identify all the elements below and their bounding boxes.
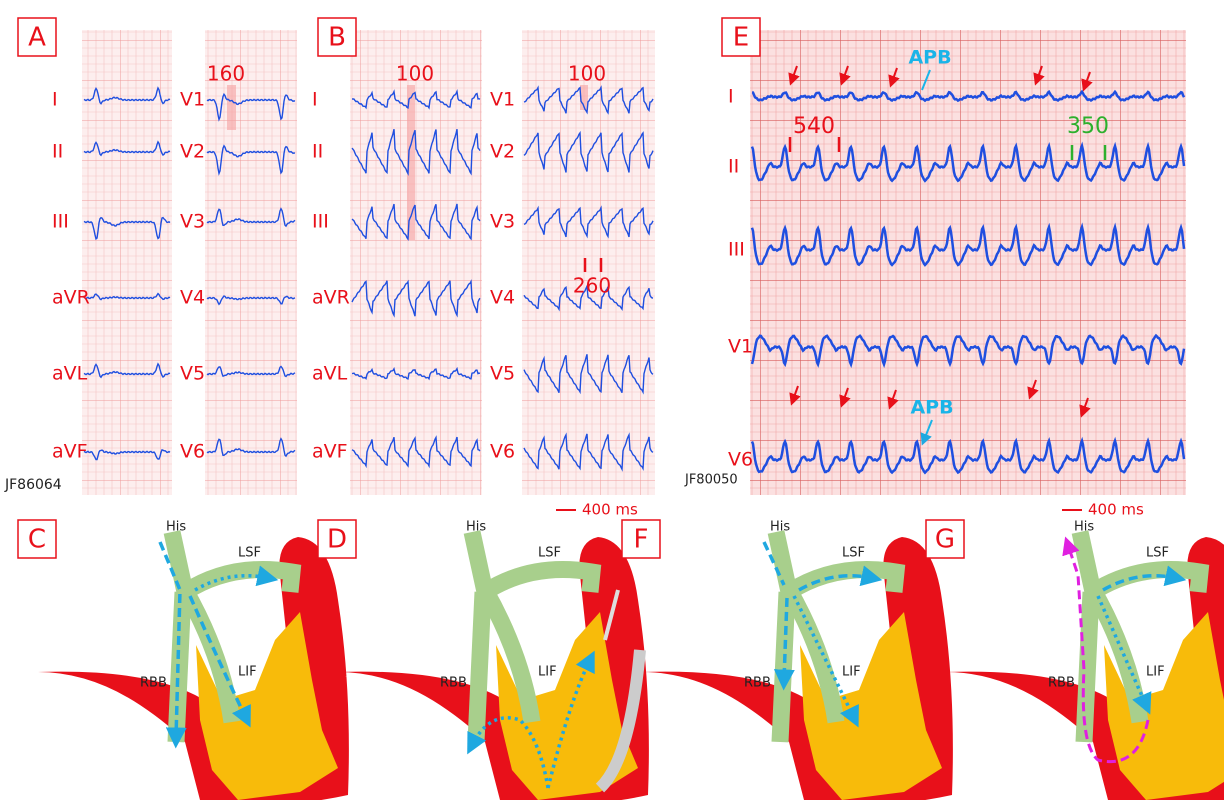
- lif-label: LIF: [538, 665, 557, 680]
- lead-label: aVF: [312, 441, 348, 463]
- lead-label: II: [52, 141, 63, 163]
- panel-letter: G: [935, 525, 955, 555]
- lead-label: II: [312, 141, 323, 163]
- diagram: F His LSF RBB LIF: [622, 520, 953, 800]
- interval: 350: [1067, 114, 1109, 139]
- rbb-label: RBB: [140, 676, 167, 691]
- interval: 540: [793, 114, 835, 139]
- panel-letter: C: [28, 525, 46, 555]
- rbb-label: RBB: [440, 676, 467, 691]
- tracing-id: JF80050: [684, 473, 738, 488]
- rbb-label: RBB: [1048, 676, 1075, 691]
- lead-label: V6: [490, 441, 515, 463]
- lead-label: V3: [490, 211, 515, 233]
- interval: 100: [568, 62, 606, 86]
- lif-label: LIF: [238, 665, 257, 680]
- lif-label: LIF: [842, 665, 861, 680]
- lead-label: II: [728, 156, 739, 178]
- lead-label: aVR: [312, 287, 350, 309]
- highlight: [227, 85, 236, 130]
- panel-letter: E: [733, 23, 749, 53]
- diagram: G His LSF RBB LIF: [926, 520, 1224, 800]
- scale-label: 400 ms: [582, 501, 638, 519]
- ecg-grid: [350, 30, 482, 495]
- lead-label: V4: [490, 287, 515, 309]
- lead-label: III: [312, 211, 329, 233]
- figure: IIIIIIaVRaVLaVFV1V2V3V4V5V6IIIIIIaVRaVLa…: [0, 0, 1224, 800]
- lead-label: V6: [180, 441, 205, 463]
- tracing-id: JF86064: [4, 477, 62, 493]
- interval: 260: [573, 274, 611, 298]
- ecg-grid: [522, 30, 655, 495]
- lead-label: III: [52, 211, 69, 233]
- panel-letter: F: [634, 525, 649, 555]
- lsf-label: LSF: [842, 546, 865, 561]
- lead-label: I: [52, 89, 58, 111]
- lif-label: LIF: [1146, 665, 1165, 680]
- lead-label: V3: [180, 211, 205, 233]
- panel-letter: B: [328, 23, 346, 53]
- lead-label: I: [312, 89, 318, 111]
- lead-label: I: [728, 86, 734, 108]
- lead-label: V1: [728, 336, 753, 358]
- diagram: C His LSF RBB LIF: [18, 520, 349, 800]
- lead-label: III: [728, 239, 745, 261]
- scale-label: 400 ms: [1088, 501, 1144, 519]
- apb-label: APB: [910, 397, 953, 419]
- his-label: His: [1074, 520, 1094, 535]
- lead-label: V1: [490, 89, 515, 111]
- panel-letter: D: [327, 525, 347, 555]
- his-label: His: [770, 520, 790, 535]
- his-label: His: [466, 520, 486, 535]
- lead-label: V2: [180, 141, 205, 163]
- lead-label: aVL: [312, 363, 348, 385]
- lsf-label: LSF: [538, 546, 561, 561]
- lead-label: aVF: [52, 441, 88, 463]
- lead-label: aVL: [52, 363, 88, 385]
- his-label: His: [166, 520, 186, 535]
- lead-label: V2: [490, 141, 515, 163]
- lead-label: V4: [180, 287, 205, 309]
- panel-letter: A: [28, 23, 46, 53]
- lead-label: V6: [728, 449, 753, 471]
- apb-label: APB: [908, 47, 951, 69]
- diagram: D His LSF RBB LIF: [318, 520, 649, 800]
- lead-label: V1: [180, 89, 205, 111]
- lsf-label: LSF: [238, 546, 261, 561]
- lead-label: aVR: [52, 287, 90, 309]
- interval: 100: [396, 62, 434, 86]
- lsf-label: LSF: [1146, 546, 1169, 561]
- lead-label: V5: [180, 363, 205, 385]
- lead-label: V5: [490, 363, 515, 385]
- interval: 160: [207, 62, 245, 86]
- rbb-label: RBB: [744, 676, 771, 691]
